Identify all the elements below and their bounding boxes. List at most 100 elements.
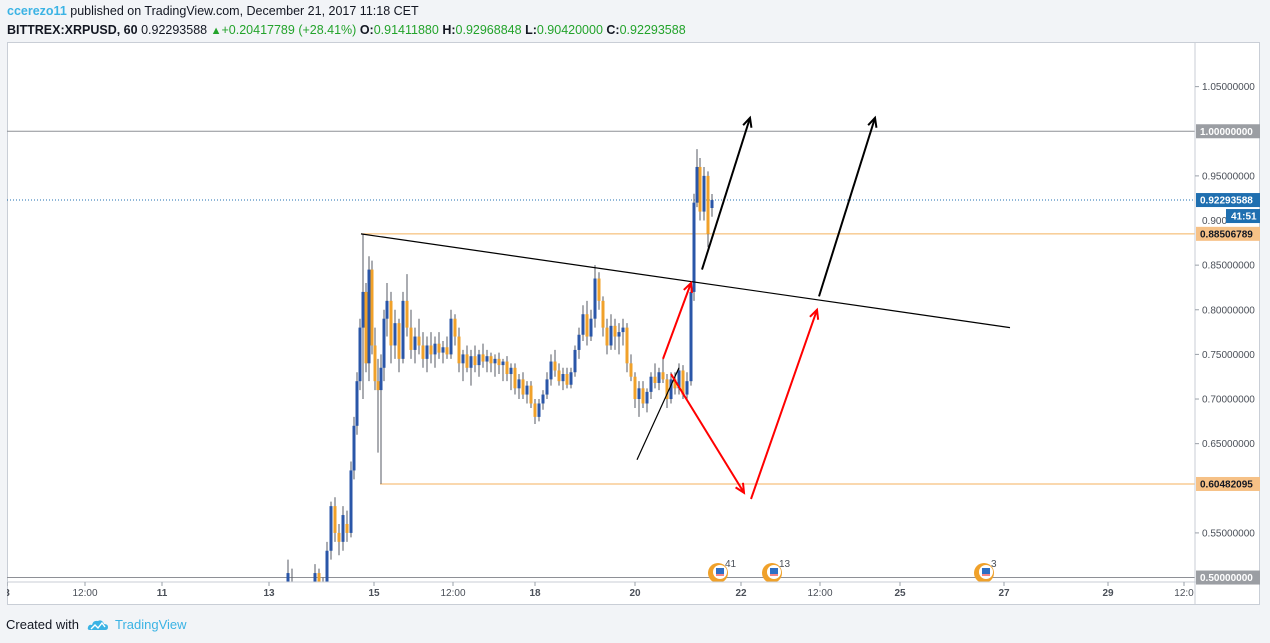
candle-body	[677, 370, 681, 389]
time-tick-label: 12:00	[807, 588, 832, 599]
candle-body	[681, 370, 685, 395]
time-tick-label: 3	[7, 588, 10, 599]
cloud-logo-icon	[87, 619, 108, 630]
trend-line	[636, 367, 680, 460]
level-tag-bg	[1196, 124, 1260, 139]
candle-body	[529, 385, 533, 404]
up-triangle-icon: ▲	[210, 25, 222, 37]
level-tag-bg	[1196, 226, 1260, 241]
tradingview-brand-link[interactable]: TradingView	[114, 617, 187, 632]
trend-line	[360, 233, 1011, 329]
candle-body	[485, 356, 489, 362]
arrow-head	[809, 307, 820, 320]
candle-body	[341, 515, 345, 542]
candle-body	[665, 379, 669, 400]
price-change: +0.20417789 (+28.41%)	[221, 23, 357, 37]
candle-body	[565, 374, 569, 385]
candle-body	[573, 349, 577, 373]
candle-body	[509, 367, 513, 375]
candle-body	[361, 291, 365, 328]
candle-body	[379, 367, 383, 391]
event-marker-flag-icon: 3	[974, 559, 997, 582]
candle-body	[417, 336, 421, 346]
candle-body	[637, 388, 641, 400]
candle-body	[302, 591, 305, 595]
candle-body	[457, 336, 461, 364]
plot-area: 41 13 3	[7, 115, 1195, 604]
time-tick-label: 20	[629, 588, 641, 599]
current-price-tag: 0.92293588	[1200, 196, 1253, 207]
arrow-shaft	[670, 373, 745, 494]
arrow-head	[683, 280, 693, 294]
candle-body	[322, 582, 325, 586]
candle-body	[569, 372, 573, 385]
arrow-head	[742, 115, 753, 128]
candle-body	[489, 356, 493, 364]
footer: Created with TradingView	[6, 617, 187, 632]
candle-body	[501, 361, 505, 366]
publish-line: ccerezo11 published on TradingView.com, …	[7, 2, 1257, 21]
author-name[interactable]: ccerezo11	[7, 4, 67, 18]
time-tick-label: 27	[998, 588, 1010, 599]
price-tick-label: 0.95000000	[1202, 171, 1255, 182]
candle-body	[553, 361, 557, 371]
candle-body	[364, 291, 368, 364]
candle-body	[692, 202, 696, 292]
price-chart[interactable]: 41 13 3 0.55000000 0.65000000 0.70000000 0.750…	[7, 42, 1260, 605]
level-tag: 1.00000000	[1200, 127, 1253, 138]
event-marker-flag-icon: 41	[708, 559, 737, 582]
candle-body	[393, 323, 397, 346]
level-tag: 0.88506789	[1200, 229, 1253, 240]
current-price-tag-bg	[1196, 193, 1260, 208]
candle-body	[477, 354, 481, 366]
candle-body	[673, 379, 677, 389]
event-marker-flag	[770, 568, 778, 574]
price-tick-label: 0.80000000	[1202, 305, 1255, 316]
candle-body	[617, 332, 621, 337]
candle-body	[310, 586, 313, 604]
candle-body	[605, 327, 609, 346]
candle-body	[657, 372, 661, 383]
candle-body	[345, 523, 349, 533]
price-tick-label: 0.65000000	[1202, 439, 1255, 450]
candle-body	[355, 381, 359, 426]
candle-body	[349, 470, 353, 533]
candle-body	[706, 175, 710, 234]
candle-body	[437, 343, 441, 353]
candle-body	[433, 343, 437, 355]
arrow-shaft	[818, 117, 876, 297]
level-tag-bg	[1196, 570, 1260, 585]
candle-body	[306, 591, 309, 597]
candle-body	[585, 314, 589, 337]
candle-body	[367, 269, 371, 364]
candle-body	[589, 318, 593, 337]
candle-body	[597, 278, 601, 301]
candle-body	[370, 269, 374, 346]
last-price: 0.92293588	[141, 23, 208, 37]
close-value: 0.92293588	[619, 23, 686, 37]
candle-body	[621, 327, 625, 333]
high-value: 0.92968848	[455, 23, 522, 37]
candle-body	[557, 370, 561, 382]
open-label: O:	[359, 23, 374, 37]
event-marker-count: 13	[779, 559, 791, 570]
time-tick-label: 12:0	[1174, 588, 1194, 599]
time-tick-label: 15	[368, 588, 380, 599]
candle-body	[702, 175, 706, 212]
candle-body	[425, 345, 429, 359]
candle-body	[445, 347, 449, 355]
candle-body	[421, 345, 425, 359]
close-label: C:	[606, 23, 620, 37]
time-tick-label: 22	[735, 588, 747, 599]
arrow-head	[735, 482, 746, 495]
candle-body	[449, 318, 453, 355]
candle-body	[561, 374, 565, 382]
candle-body	[429, 345, 433, 355]
candle-body	[545, 379, 549, 395]
candle-body	[405, 300, 409, 328]
candle-body	[581, 314, 585, 335]
candle-body	[541, 394, 545, 404]
low-label: L:	[525, 23, 537, 37]
chart-frame	[7, 42, 1260, 605]
candle-body	[653, 376, 657, 383]
